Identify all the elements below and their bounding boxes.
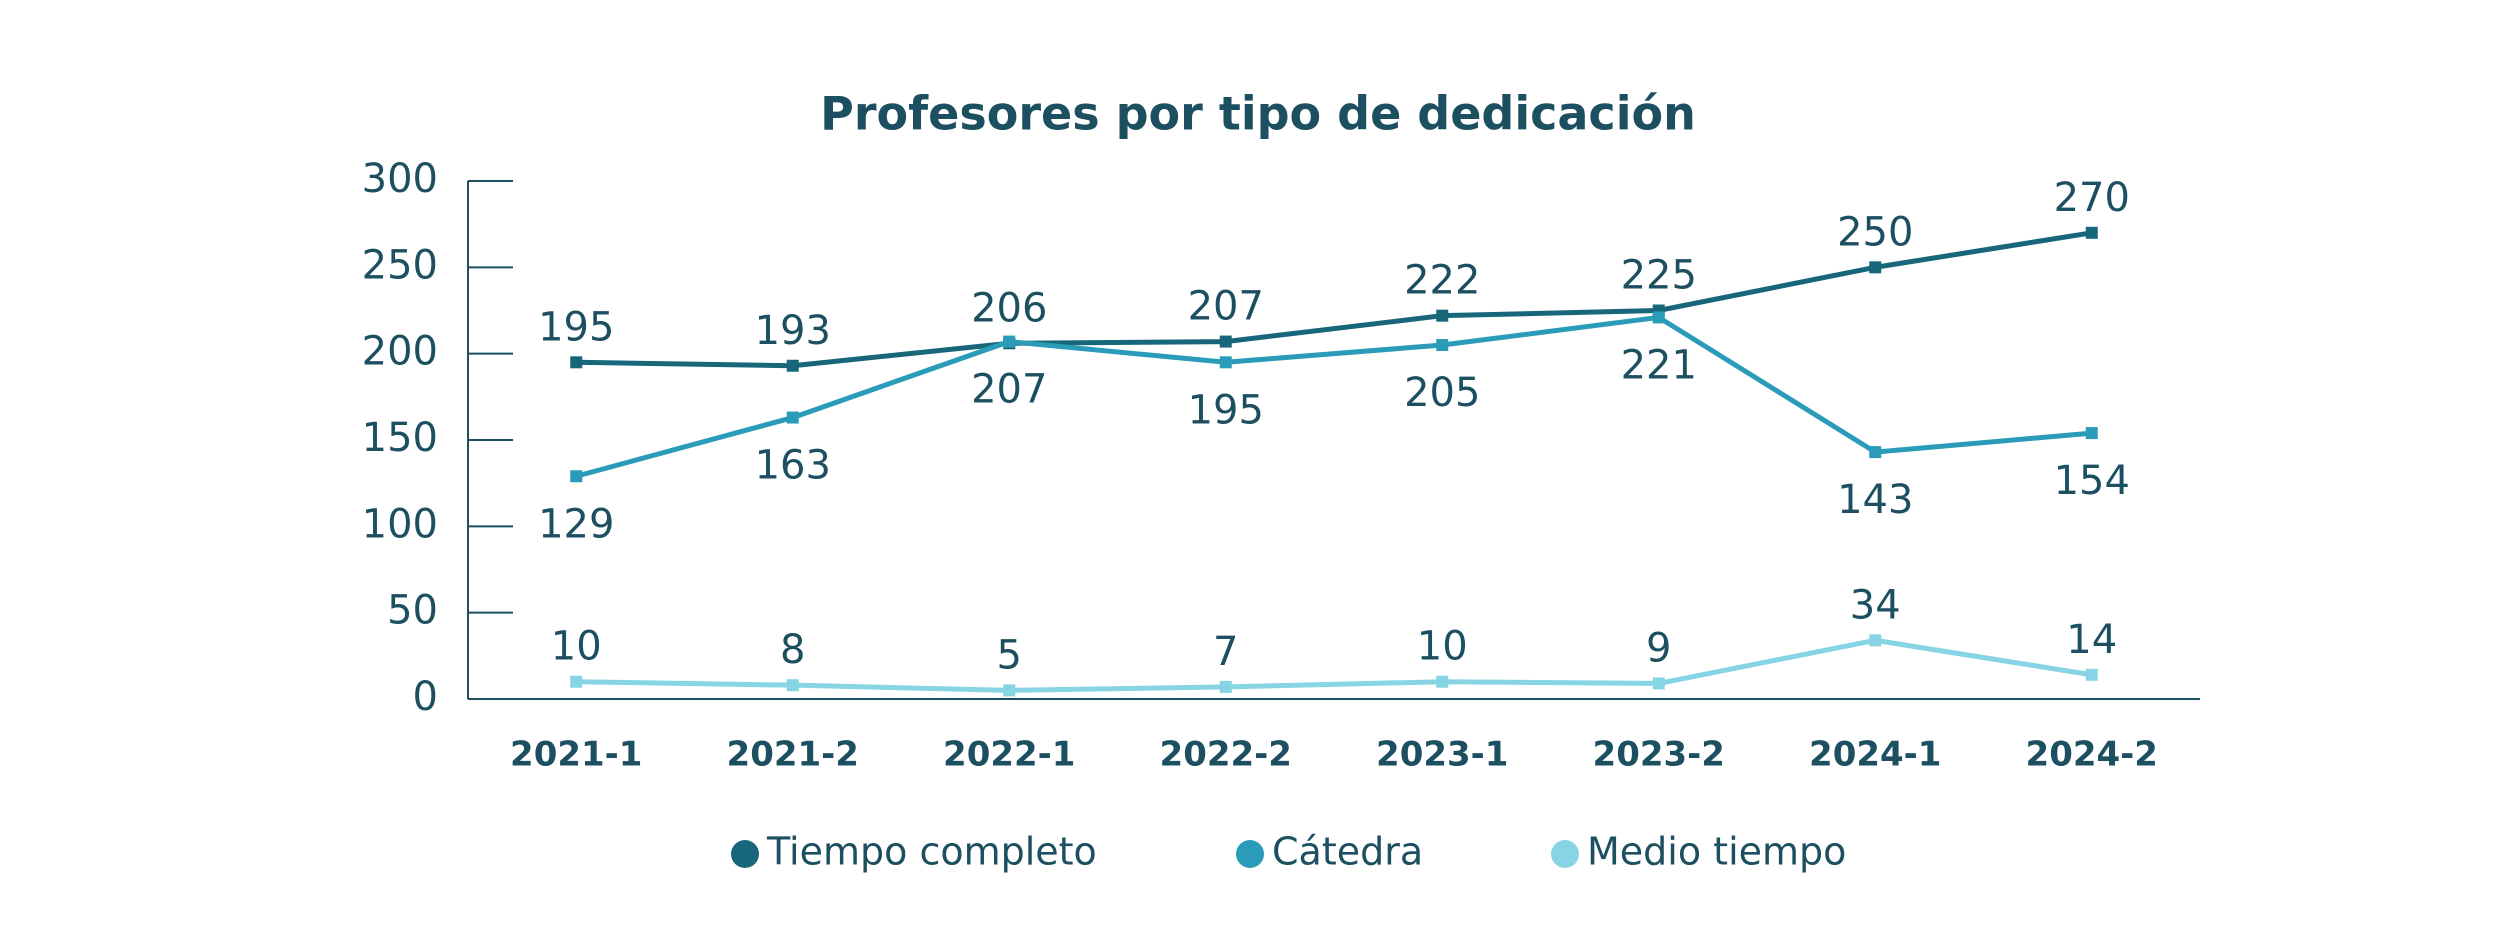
point bbox=[2085, 226, 2098, 239]
point bbox=[1219, 356, 1232, 369]
x-tick-label: 2021-2 bbox=[727, 735, 859, 775]
data-label: 222 bbox=[1404, 258, 1480, 304]
y-tick-label: 100 bbox=[362, 501, 438, 547]
data-label: 14 bbox=[2066, 617, 2117, 663]
point bbox=[786, 411, 799, 424]
data-label: 34 bbox=[1850, 582, 1901, 628]
data-label: 143 bbox=[1837, 477, 1913, 523]
x-tick-label: 2021-1 bbox=[510, 735, 642, 775]
legend-label: Medio tiempo bbox=[1587, 830, 1846, 874]
data-label: 205 bbox=[1404, 370, 1480, 416]
point bbox=[1652, 311, 1665, 324]
point bbox=[1652, 677, 1665, 690]
y-tick-label: 300 bbox=[362, 156, 438, 202]
y-tick-label: 150 bbox=[362, 415, 438, 461]
point bbox=[1869, 634, 1882, 647]
legend-swatch bbox=[1236, 840, 1264, 868]
point bbox=[1219, 680, 1232, 693]
chart-title: Profesores por tipo de dedicación bbox=[820, 87, 1696, 141]
data-label: 207 bbox=[1188, 284, 1264, 330]
data-label: 193 bbox=[755, 308, 831, 354]
data-label: 195 bbox=[538, 304, 614, 350]
point bbox=[2085, 668, 2098, 681]
data-label: 207 bbox=[971, 367, 1047, 413]
data-label: 195 bbox=[1188, 387, 1264, 433]
series-line bbox=[575, 314, 2092, 479]
legend-label: Tiempo completo bbox=[766, 830, 1097, 874]
data-label: 5 bbox=[997, 632, 1022, 678]
x-tick-label: 2023-2 bbox=[1593, 735, 1725, 775]
legend-swatch bbox=[731, 840, 759, 868]
y-tick-label: 0 bbox=[413, 674, 438, 720]
data-label: 250 bbox=[1837, 209, 1913, 255]
series-line bbox=[576, 637, 2093, 693]
y-tick-label: 50 bbox=[387, 588, 438, 634]
point bbox=[1869, 446, 1882, 459]
data-label: 270 bbox=[2054, 175, 2130, 221]
x-tick-label: 2022-1 bbox=[943, 735, 1075, 775]
data-label: 7 bbox=[1213, 629, 1238, 675]
data-label: 129 bbox=[538, 501, 614, 547]
data-label: 9 bbox=[1646, 625, 1671, 671]
y-tick-label: 250 bbox=[362, 242, 438, 288]
point bbox=[2085, 427, 2098, 440]
point bbox=[570, 470, 583, 483]
x-tick-label: 2022-2 bbox=[1160, 735, 1292, 775]
point bbox=[786, 359, 799, 372]
point bbox=[570, 675, 583, 688]
point bbox=[1436, 309, 1449, 322]
x-tick-label: 2023-1 bbox=[1376, 735, 1508, 775]
point bbox=[1869, 261, 1882, 274]
legend-label: Cátedra bbox=[1272, 830, 1423, 874]
data-label: 154 bbox=[2054, 458, 2130, 504]
point bbox=[1003, 684, 1016, 697]
point bbox=[1436, 339, 1449, 352]
point bbox=[1003, 335, 1016, 348]
data-label: 10 bbox=[1417, 624, 1468, 670]
point bbox=[786, 679, 799, 692]
point bbox=[1219, 335, 1232, 348]
x-tick-label: 2024-1 bbox=[1809, 735, 1941, 775]
legend-swatch bbox=[1551, 840, 1579, 868]
point bbox=[1436, 675, 1449, 688]
series-line bbox=[576, 230, 2093, 369]
data-label: 221 bbox=[1621, 342, 1697, 388]
data-label: 225 bbox=[1621, 253, 1697, 299]
data-label: 8 bbox=[780, 627, 805, 673]
x-tick-label: 2024-2 bbox=[2026, 735, 2158, 775]
y-tick-label: 200 bbox=[362, 329, 438, 375]
data-label: 163 bbox=[755, 443, 831, 489]
data-label: 206 bbox=[971, 285, 1047, 331]
data-label: 10 bbox=[551, 624, 602, 670]
point bbox=[570, 356, 583, 369]
